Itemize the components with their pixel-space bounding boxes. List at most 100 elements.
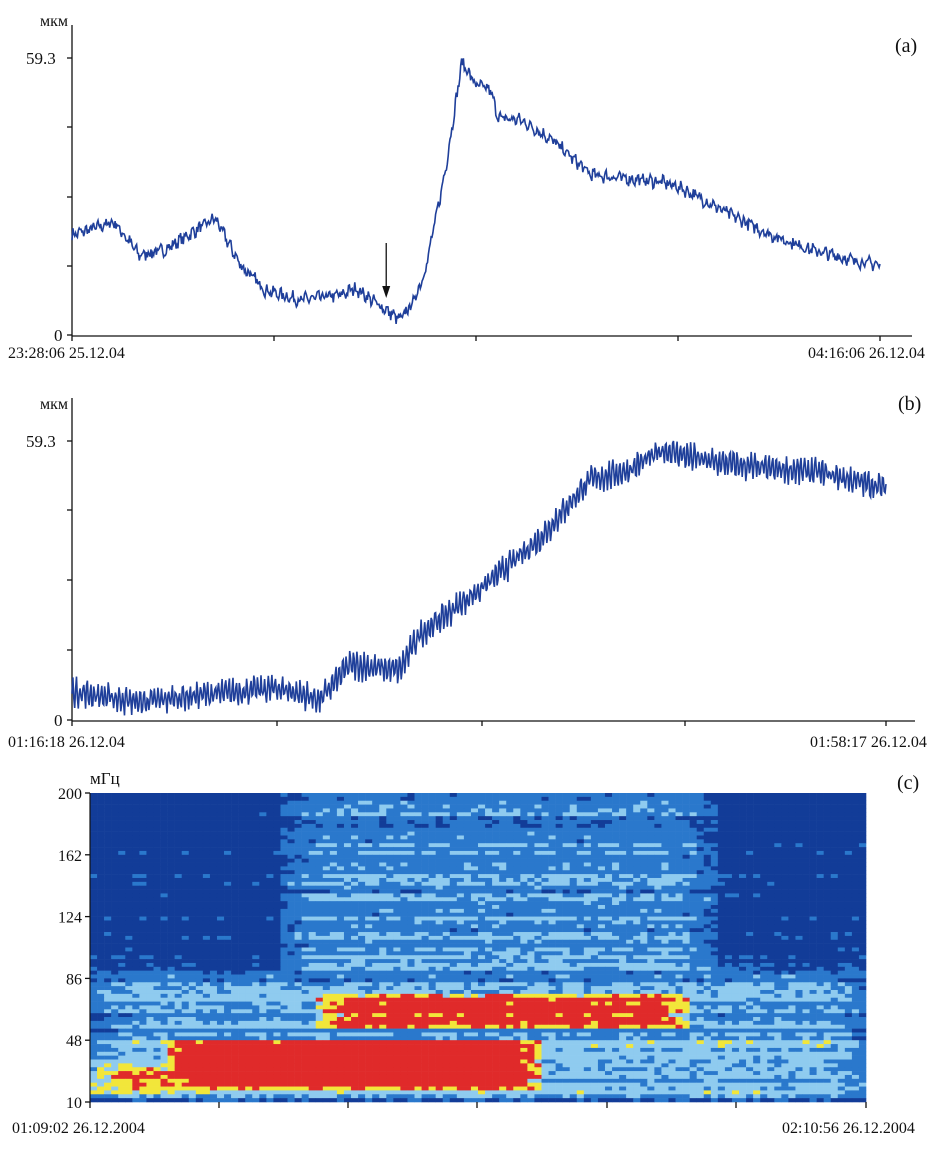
heatmap-cell [238, 823, 246, 829]
heatmap-cell [506, 932, 514, 937]
heatmap-cell [633, 932, 641, 937]
heatmap-cell [167, 959, 175, 964]
heatmap-cell [604, 935, 613, 941]
heatmap-cell [266, 947, 274, 952]
heatmap-cell [604, 893, 613, 898]
heatmap-cell [104, 835, 112, 840]
heatmap-cell [520, 955, 528, 960]
heatmap-cell [287, 935, 295, 941]
heatmap-cell [851, 808, 860, 813]
heatmap-cell [485, 939, 493, 944]
heatmap-cell [767, 877, 775, 883]
heatmap-cell [435, 932, 444, 937]
heatmap-cell [760, 866, 768, 871]
heatmap-cell [746, 823, 754, 829]
heatmap-cell [421, 793, 429, 798]
heatmap-cell [760, 897, 768, 902]
heatmap-cell [329, 947, 338, 952]
heatmap-cell [209, 866, 218, 871]
heatmap-cell [379, 939, 387, 944]
heatmap-cell [216, 808, 225, 813]
heatmap-cell [336, 881, 345, 886]
heatmap-cell [520, 943, 528, 948]
heatmap-cell [153, 897, 161, 902]
heatmap-cell [633, 820, 641, 825]
heatmap-cell [781, 951, 789, 956]
heatmap-cell [294, 870, 302, 875]
heatmap-cell [224, 885, 232, 890]
heatmap-cell [470, 924, 479, 929]
heatmap-cell [788, 924, 796, 929]
heatmap-cell [746, 932, 754, 937]
heatmap-cell [139, 893, 147, 898]
heatmap-cell [132, 928, 140, 933]
heatmap-cell [858, 885, 867, 890]
heatmap-cell [407, 916, 415, 921]
heatmap-cell [555, 850, 563, 856]
heatmap-cell [386, 877, 394, 883]
heatmap-cell [209, 862, 218, 867]
heatmap-cell [851, 916, 860, 921]
heatmap-cell [640, 862, 648, 867]
heatmap-cell [245, 955, 253, 960]
heatmap-cell [478, 943, 486, 948]
heatmap-cell [174, 877, 182, 883]
heatmap-cell [604, 850, 613, 856]
heatmap-cell [626, 924, 634, 929]
heatmap-cell [710, 808, 719, 813]
heatmap-cell [259, 812, 267, 817]
heatmap-cell [478, 924, 486, 929]
heatmap-cell [174, 839, 182, 844]
heatmap-cell [569, 827, 578, 832]
heatmap-cell [647, 912, 655, 917]
heatmap-cell [590, 808, 599, 813]
heatmap-cell [844, 932, 853, 937]
heatmap-cell [379, 804, 387, 809]
heatmap-cell [633, 962, 641, 968]
heatmap-cell [280, 843, 288, 848]
heatmap-cell [633, 831, 641, 836]
heatmap-cell [287, 943, 295, 948]
heatmap-cell [224, 804, 232, 809]
heatmap-cell [167, 908, 175, 914]
heatmap-cell [506, 843, 514, 848]
heatmap-cell [224, 943, 232, 948]
heatmap-cell [668, 928, 676, 933]
heatmap-cell [731, 831, 740, 836]
heatmap-cell [449, 943, 458, 948]
heatmap-cell [562, 850, 570, 856]
heatmap-cell [428, 897, 436, 902]
heatmap-cell [597, 916, 606, 921]
heatmap-cell [245, 850, 253, 856]
heatmap-cell [188, 804, 197, 809]
heatmap-cell [647, 816, 655, 821]
heatmap-cell [724, 924, 733, 929]
heatmap-cell [209, 943, 218, 948]
heatmap-cell [273, 893, 281, 898]
heatmap-cell [619, 823, 627, 829]
heatmap-cell [760, 877, 768, 883]
heatmap-cell [195, 827, 204, 832]
xtick-start-b: 01:16:18 26.12.04 [8, 734, 125, 751]
heatmap-cell [739, 850, 747, 856]
heatmap-cell [308, 866, 317, 871]
heatmap-cell [746, 808, 754, 813]
heatmap-cell [252, 943, 260, 948]
heatmap-cell [181, 793, 190, 798]
heatmap-cell [266, 874, 274, 879]
heatmap-cell [259, 943, 267, 948]
heatmap-cell [858, 796, 867, 802]
heatmap-cell [153, 843, 161, 848]
heatmap-cell [626, 935, 634, 941]
heatmap-cell [823, 924, 832, 929]
heatmap-cell [195, 816, 204, 821]
heatmap-cell [837, 959, 846, 964]
heatmap-cell [280, 928, 288, 933]
heatmap-cell [301, 893, 309, 898]
heatmap-cell [463, 835, 472, 840]
heatmap-cell [315, 835, 324, 840]
heatmap-cell [470, 850, 479, 856]
heatmap-cell [470, 796, 479, 802]
heatmap-cell [351, 943, 359, 948]
heatmap-cell [97, 808, 105, 813]
